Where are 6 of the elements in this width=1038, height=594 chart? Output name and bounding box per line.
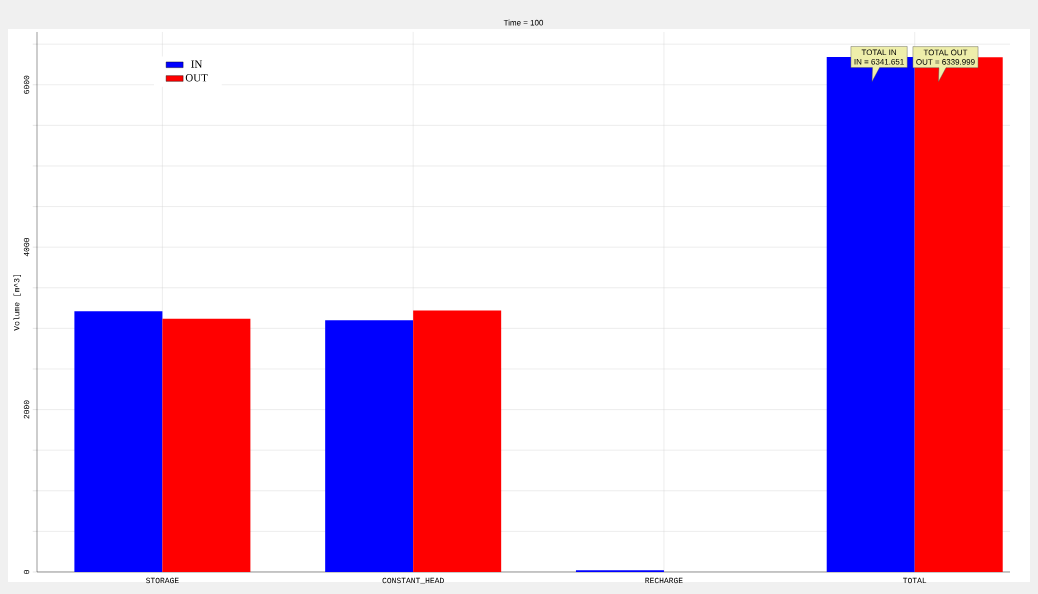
- bar: [74, 311, 163, 572]
- bar: [413, 310, 502, 572]
- legend-label: OUT: [185, 74, 208, 82]
- bar: [325, 320, 414, 572]
- legend-label: IN: [191, 60, 203, 68]
- bar: [162, 318, 251, 572]
